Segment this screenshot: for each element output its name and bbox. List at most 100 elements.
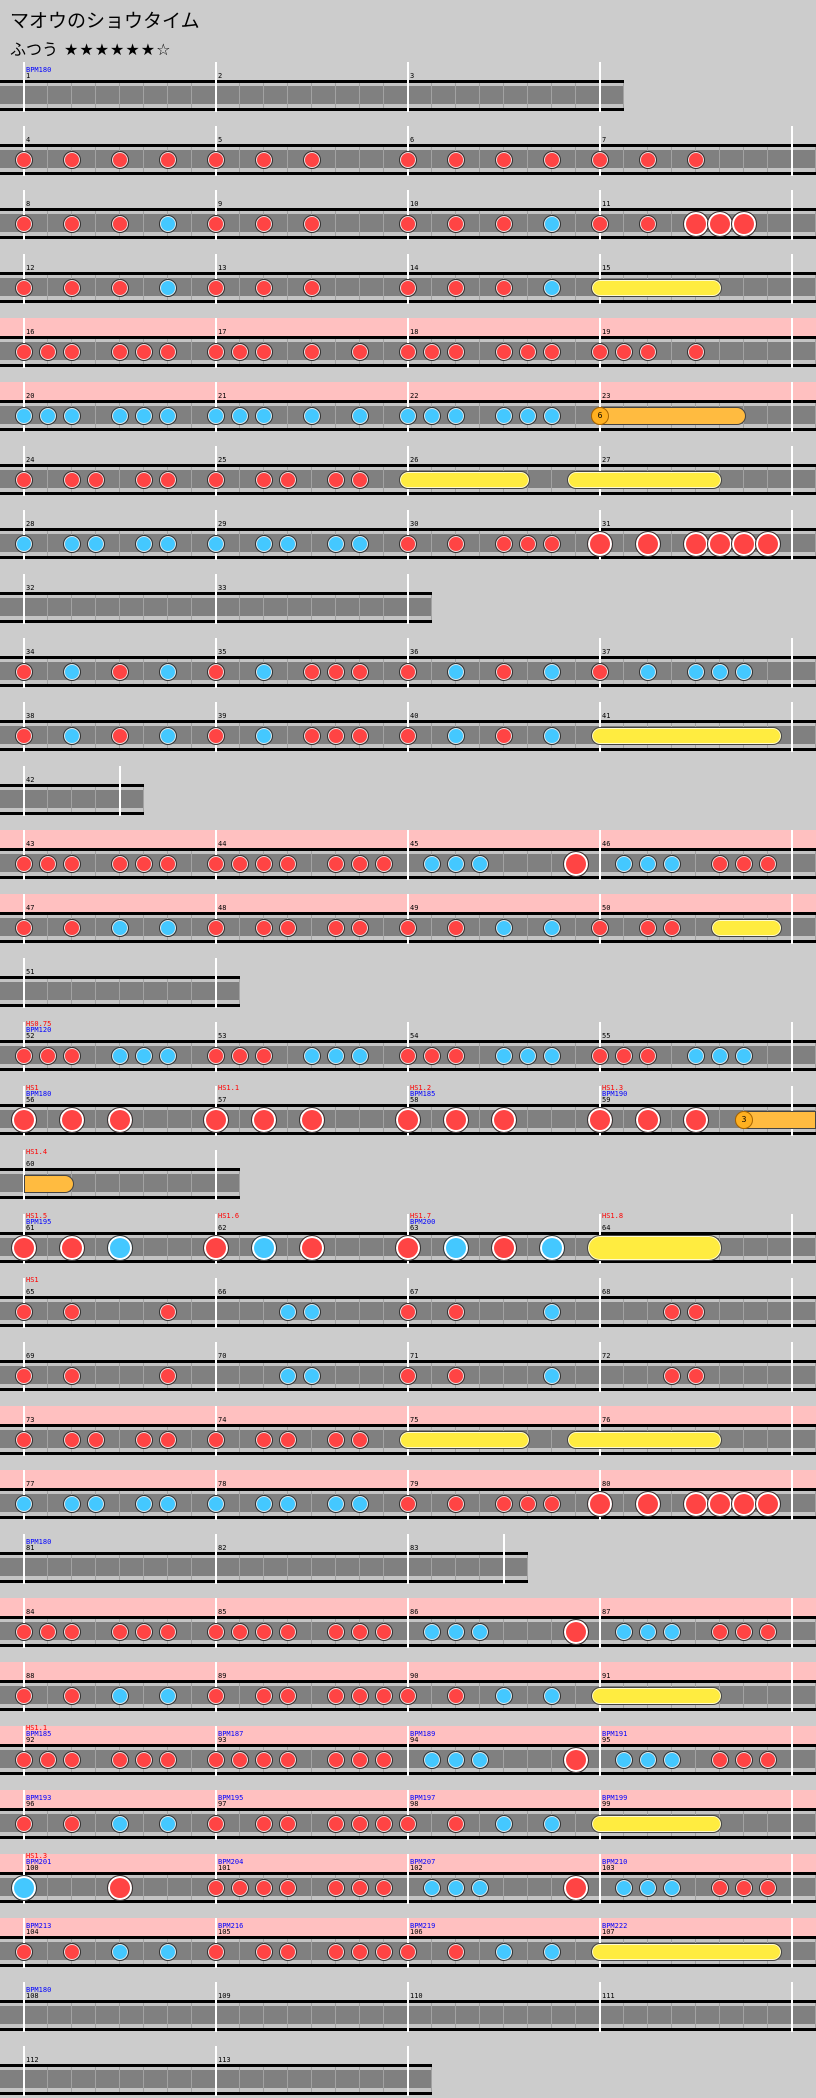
measure-number: 8 (26, 200, 31, 208)
ka-note (111, 407, 129, 425)
scroll-speed-label: HS1.1 (26, 1724, 48, 1732)
ka-note (159, 1687, 177, 1705)
don-note (591, 343, 609, 361)
don-note (351, 727, 369, 745)
bpm-label: BPM180 (26, 66, 52, 74)
don-note (279, 1943, 297, 1961)
ka-note (63, 407, 81, 425)
chart-row: 8 9 10 11 (0, 190, 816, 242)
ka-note (15, 407, 33, 425)
don-note (375, 855, 393, 873)
measure-number: 102 (410, 1864, 423, 1872)
measure-number: 4 (26, 136, 31, 144)
chart-row: 38 39 40 41 (0, 702, 816, 754)
bpm-label: BPM222 (602, 1922, 628, 1930)
don-note (327, 1943, 345, 1961)
measure-number: 107 (602, 1928, 615, 1936)
don-note (111, 1623, 129, 1641)
measure-barline (791, 446, 793, 496)
ka-note (543, 727, 561, 745)
drumroll (591, 727, 782, 745)
ka-note (663, 1879, 681, 1897)
ka-note (423, 1751, 441, 1769)
chart-row: 61 BPM195 HS1.5 62 HS1.6 63 BPM200 HS1.7 64 HS1.8 (0, 1213, 816, 1266)
don-note (15, 1815, 33, 1833)
don-note (735, 1879, 753, 1897)
measure-number: 91 (602, 1672, 611, 1680)
measure-number: 63 (410, 1224, 419, 1232)
measure-barline (791, 1598, 793, 1648)
chart-row: 112 113 (0, 2046, 432, 2098)
don-note (63, 1367, 81, 1385)
measure-number: 77 (26, 1480, 35, 1488)
ka-note (495, 1047, 513, 1065)
don-note (279, 471, 297, 489)
ka-note (63, 535, 81, 553)
ka-note (279, 1303, 297, 1321)
measure-number: 88 (26, 1672, 35, 1680)
measure-number: 31 (602, 520, 611, 528)
measure-number: 45 (410, 840, 419, 848)
measure-number: 32 (26, 584, 35, 592)
don-note (495, 727, 513, 745)
measure-number: 85 (218, 1608, 227, 1616)
don-note (279, 1623, 297, 1641)
ka-note (327, 535, 345, 553)
don-note (495, 1495, 513, 1513)
big-don-note (563, 1875, 589, 1901)
don-note (15, 343, 33, 361)
ka-note (303, 407, 321, 425)
measure-number: 47 (26, 904, 35, 912)
don-note (15, 1751, 33, 1769)
measure-number: 60 (26, 1160, 35, 1168)
bpm-label: BPM195 (26, 1218, 52, 1226)
don-note (591, 1047, 609, 1065)
measure-number: 27 (602, 456, 611, 464)
don-note (279, 1687, 297, 1705)
measure-barline (791, 510, 793, 560)
measure-barline (791, 1470, 793, 1520)
don-note (255, 1815, 273, 1833)
measure-barline (791, 1278, 793, 1328)
ka-note (447, 663, 465, 681)
measure-barline (599, 1982, 601, 2032)
don-note (399, 727, 417, 745)
don-note (543, 1495, 561, 1513)
don-note (399, 151, 417, 169)
don-note (327, 471, 345, 489)
don-note (447, 1367, 465, 1385)
ka-note (63, 663, 81, 681)
measure-barline (23, 2046, 25, 2096)
measure-number: 66 (218, 1288, 227, 1296)
measure-barline (407, 62, 409, 112)
don-note (687, 343, 705, 361)
don-note (351, 1943, 369, 1961)
don-note (423, 1047, 441, 1065)
chart-row: 32 33 (0, 574, 432, 626)
big-don-note (707, 531, 733, 557)
don-note (399, 343, 417, 361)
measure-number: 5 (218, 136, 223, 144)
don-note (447, 215, 465, 233)
don-note (63, 855, 81, 873)
don-note (255, 1879, 273, 1897)
ka-note (255, 535, 273, 553)
measure-number: 61 (26, 1224, 35, 1232)
big-don-note (107, 1107, 133, 1133)
don-note (495, 663, 513, 681)
don-note (735, 855, 753, 873)
don-note (15, 215, 33, 233)
don-note (375, 1815, 393, 1833)
don-note (207, 727, 225, 745)
ka-note (231, 407, 249, 425)
bpm-label: BPM201 (26, 1858, 52, 1866)
measure-number: 67 (410, 1288, 419, 1296)
big-don-note (587, 531, 613, 557)
bpm-label: BPM219 (410, 1922, 436, 1930)
don-note (351, 1815, 369, 1833)
don-note (447, 1687, 465, 1705)
bpm-label: BPM207 (410, 1858, 436, 1866)
measure-barline (791, 1406, 793, 1456)
ka-note (399, 407, 417, 425)
chart-row: 84 85 86 87 (0, 1598, 816, 1650)
